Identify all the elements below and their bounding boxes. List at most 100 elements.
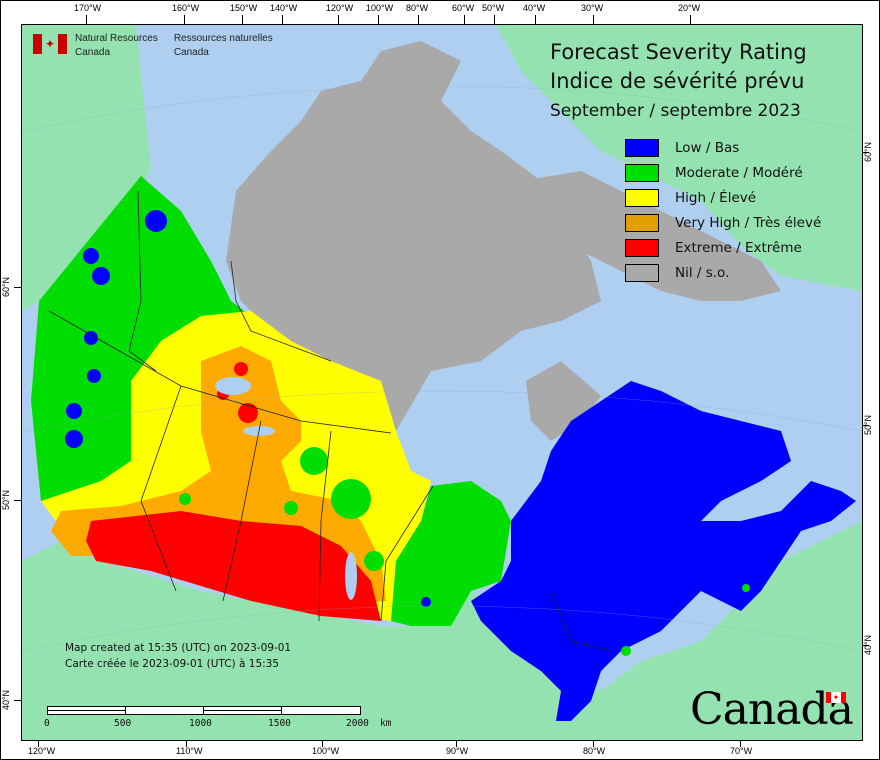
usa-land [22,521,862,740]
legend-item-extreme: Extreme / Extrême [625,235,821,260]
legend-swatch [625,138,659,157]
legend-item-nil: Nil / s.o. [625,260,821,285]
alaska-land [22,25,151,311]
scale-label: 1500 [268,718,291,729]
tick-label: 30°W [581,3,604,13]
tick-mark [535,15,536,24]
graticule [22,85,862,652]
tick-label: 140°W [270,3,298,13]
tick-mark [690,15,691,24]
legend-swatch [625,163,659,182]
legend-swatch [625,213,659,232]
tick-label: 60°N [863,141,874,163]
legend-item-high: High / Élevé [625,185,821,210]
tick-label: 50°W [482,3,505,13]
map-canvas [21,24,863,741]
legend: Low / Bas Moderate / Modéré High / Élevé… [625,135,821,285]
east-low [471,381,856,721]
tick-mark [378,15,379,24]
tick-mark [418,15,419,24]
tick-mark [456,740,457,747]
tick-label: 50°N [1,489,12,511]
labrador-north-nil [526,361,601,441]
moderate-spot [284,501,298,515]
tick-label: 50°N [863,414,874,436]
moderate-spot [331,479,371,519]
tick-label: 20°W [678,3,701,13]
legend-item-low: Low / Bas [625,135,821,160]
tick-label: 150°W [230,3,258,13]
tick-mark [338,15,339,24]
legend-item-very-high: Very High / Très élevé [625,210,821,235]
scale-label: 0 [44,718,50,729]
low-spot [421,597,431,607]
tick-mark [38,740,39,747]
tick-mark [184,15,185,24]
great-bear-lake [215,377,251,395]
lake-winnipeg [345,552,357,600]
tick-label: 120°W [28,746,56,756]
extreme-spot [238,403,258,423]
legend-swatch [625,263,659,282]
title-period: September / septembre 2023 [550,101,801,121]
scale-label: 1000 [189,718,212,729]
canada-flag-icon: ✦ [33,34,67,54]
tick-label: 60°N [1,276,12,298]
legend-swatch [625,188,659,207]
moderate-spot [179,493,191,505]
tick-mark [862,425,869,426]
low-spot [84,331,98,345]
moderate-spot [364,551,384,571]
provincial-boundaries [48,190,612,652]
prairie-extreme [86,511,381,621]
tick-label: 170°W [74,3,102,13]
tick-label: 100°W [366,3,394,13]
tick-label: 70°W [730,746,753,756]
tick-mark [14,287,21,288]
tick-label: 80°W [583,746,606,756]
scale-bar [47,706,361,715]
legend-item-moderate: Moderate / Modéré [625,160,821,185]
tick-mark [186,740,187,747]
severity-map [22,25,862,740]
low-spot [83,248,99,264]
scale-label: 2000 [346,718,369,729]
created-en: Map created at 15:35 (UTC) on 2023-09-01 [65,642,292,654]
scale-label: 500 [114,718,132,729]
low-spot [65,430,83,448]
tick-label: 110°W [176,746,203,756]
tick-label: 120°W [326,3,354,13]
tick-label: 40°N [863,634,874,656]
baffin-nil [521,171,781,301]
tick-label: 80°W [406,3,429,13]
low-spot [87,369,101,383]
moderate-spot [742,584,750,592]
tick-mark [740,740,741,747]
moderate-spot [621,646,631,656]
tick-mark [282,15,283,24]
tick-label: 40°N [1,689,12,711]
title-fr: Indice de sévérité prévu [550,69,805,93]
scale-unit: km [380,718,392,729]
tick-mark [14,700,21,701]
tick-mark [862,152,869,153]
tick-mark [14,500,21,501]
creation-note: Map created at 15:35 (UTC) on 2023-09-01… [65,640,291,672]
nw-ontario-moderate [391,481,511,626]
low-spot [92,267,110,285]
nrcan-signature: ✦ Natural Resources Canada Ressources na… [33,32,273,60]
moderate-spot [300,447,328,475]
low-spot [145,210,167,232]
wordmark-flag-icon: ✦ [826,692,846,703]
tick-label: 90°W [446,746,469,756]
tick-mark [494,15,495,24]
hudson-bay [396,371,541,521]
tick-label: 100°W [312,746,340,756]
agency-name-en: Natural Resources Canada [75,33,158,58]
tick-mark [593,740,594,747]
created-fr: Carte créée le 2023-09-01 (UTC) à 15:35 [65,658,280,670]
tick-mark [322,740,323,747]
map-title: Forecast Severity Rating Indice de sévér… [550,38,807,124]
tick-mark [86,15,87,24]
arctic-nil [226,41,601,431]
